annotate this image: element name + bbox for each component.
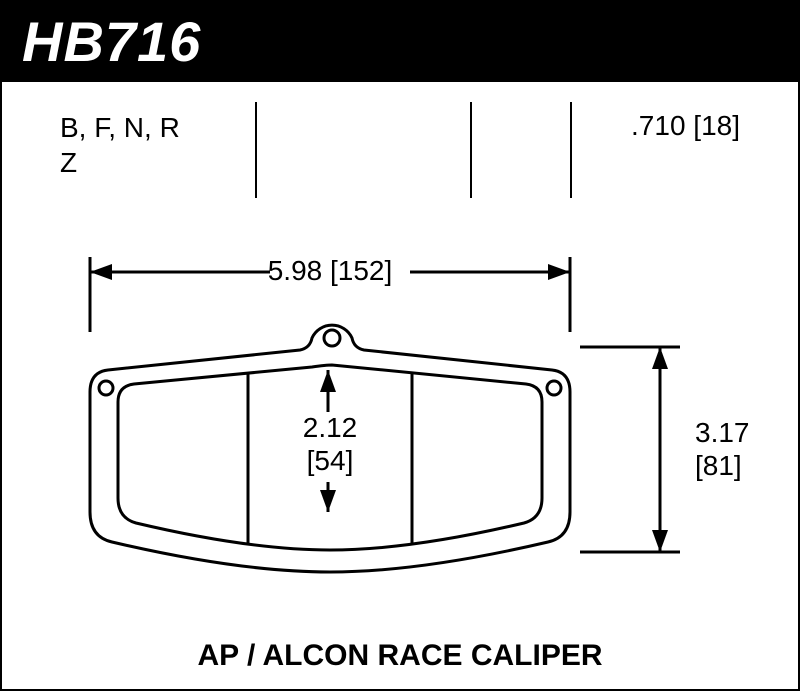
inner-mm: [54] xyxy=(307,445,354,476)
inner-in: 2.12 xyxy=(303,412,358,443)
caliper-caption: AP / ALCON RACE CALIPER xyxy=(0,639,800,673)
height-mm: [81] xyxy=(695,450,742,481)
svg-text:5.98 [152]: 5.98 [152] xyxy=(268,255,393,286)
header-bar: HB716 xyxy=(0,0,800,82)
pad-diagram: 5.98 [152] 2.12 [54] 3.17 [81] xyxy=(0,82,800,691)
width-mm: [152] xyxy=(330,255,392,286)
height-dimension xyxy=(580,347,680,552)
width-in: 5.98 xyxy=(268,255,323,286)
part-number: HB716 xyxy=(22,9,201,74)
content-area: B, F, N, R Z .710 [18] xyxy=(0,82,800,691)
height-in: 3.17 xyxy=(695,417,750,448)
